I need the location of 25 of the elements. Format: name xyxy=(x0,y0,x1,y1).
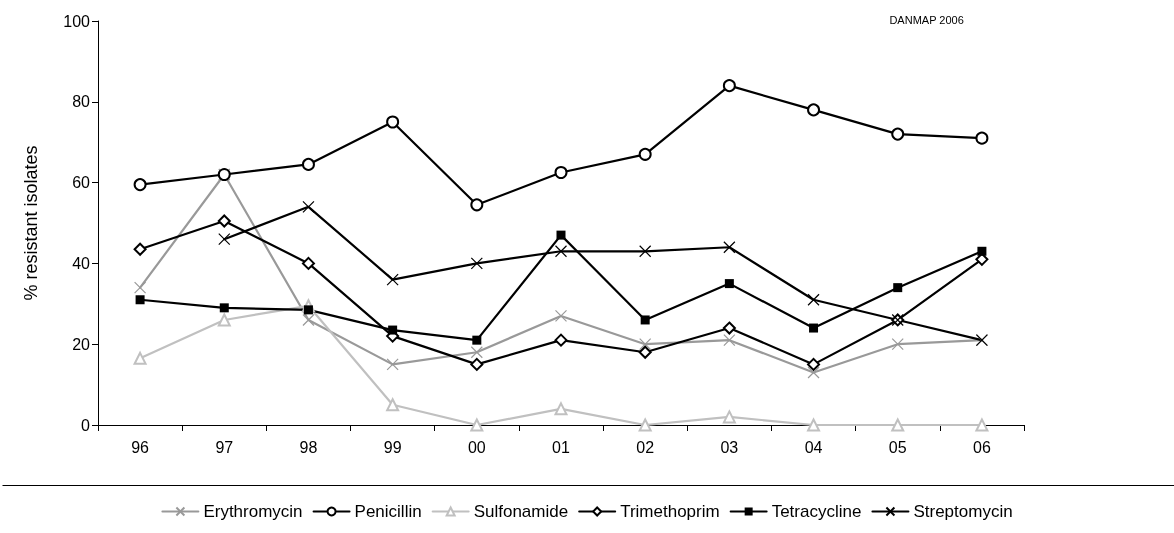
legend-label: Trimethoprim xyxy=(620,502,720,521)
x-tick-label: 96 xyxy=(131,438,150,456)
legend-label: Erythromycin xyxy=(203,502,303,521)
legend-label: Penicillin xyxy=(354,502,422,521)
x-tick-label: 02 xyxy=(636,438,655,456)
y-tick-label: 60 xyxy=(72,174,91,192)
x-tick-label: 06 xyxy=(973,438,991,456)
x-tick-label: 98 xyxy=(299,438,318,456)
legend-label: Sulfonamide xyxy=(473,502,569,521)
x-tick-label: 99 xyxy=(383,438,402,456)
annotation: DANMAP 2006 xyxy=(889,13,964,26)
x-tick-label: 05 xyxy=(888,438,907,456)
legend-label: Streptomycin xyxy=(913,502,1013,521)
y-axis-title: % resistant isolates xyxy=(21,145,41,301)
legend-label: Tetracycline xyxy=(771,502,862,521)
y-tick-label: 80 xyxy=(72,93,91,111)
x-tick-label: 97 xyxy=(215,438,234,456)
y-tick-label: 0 xyxy=(81,416,91,434)
y-tick-label: 20 xyxy=(72,335,91,353)
x-tick-label: 00 xyxy=(467,438,486,456)
y-tick-label: 100 xyxy=(63,12,91,30)
x-tick-label: 04 xyxy=(804,438,823,456)
y-tick-label: 40 xyxy=(72,254,91,272)
x-tick-label: 03 xyxy=(720,438,739,456)
x-tick-label: 01 xyxy=(552,438,570,456)
